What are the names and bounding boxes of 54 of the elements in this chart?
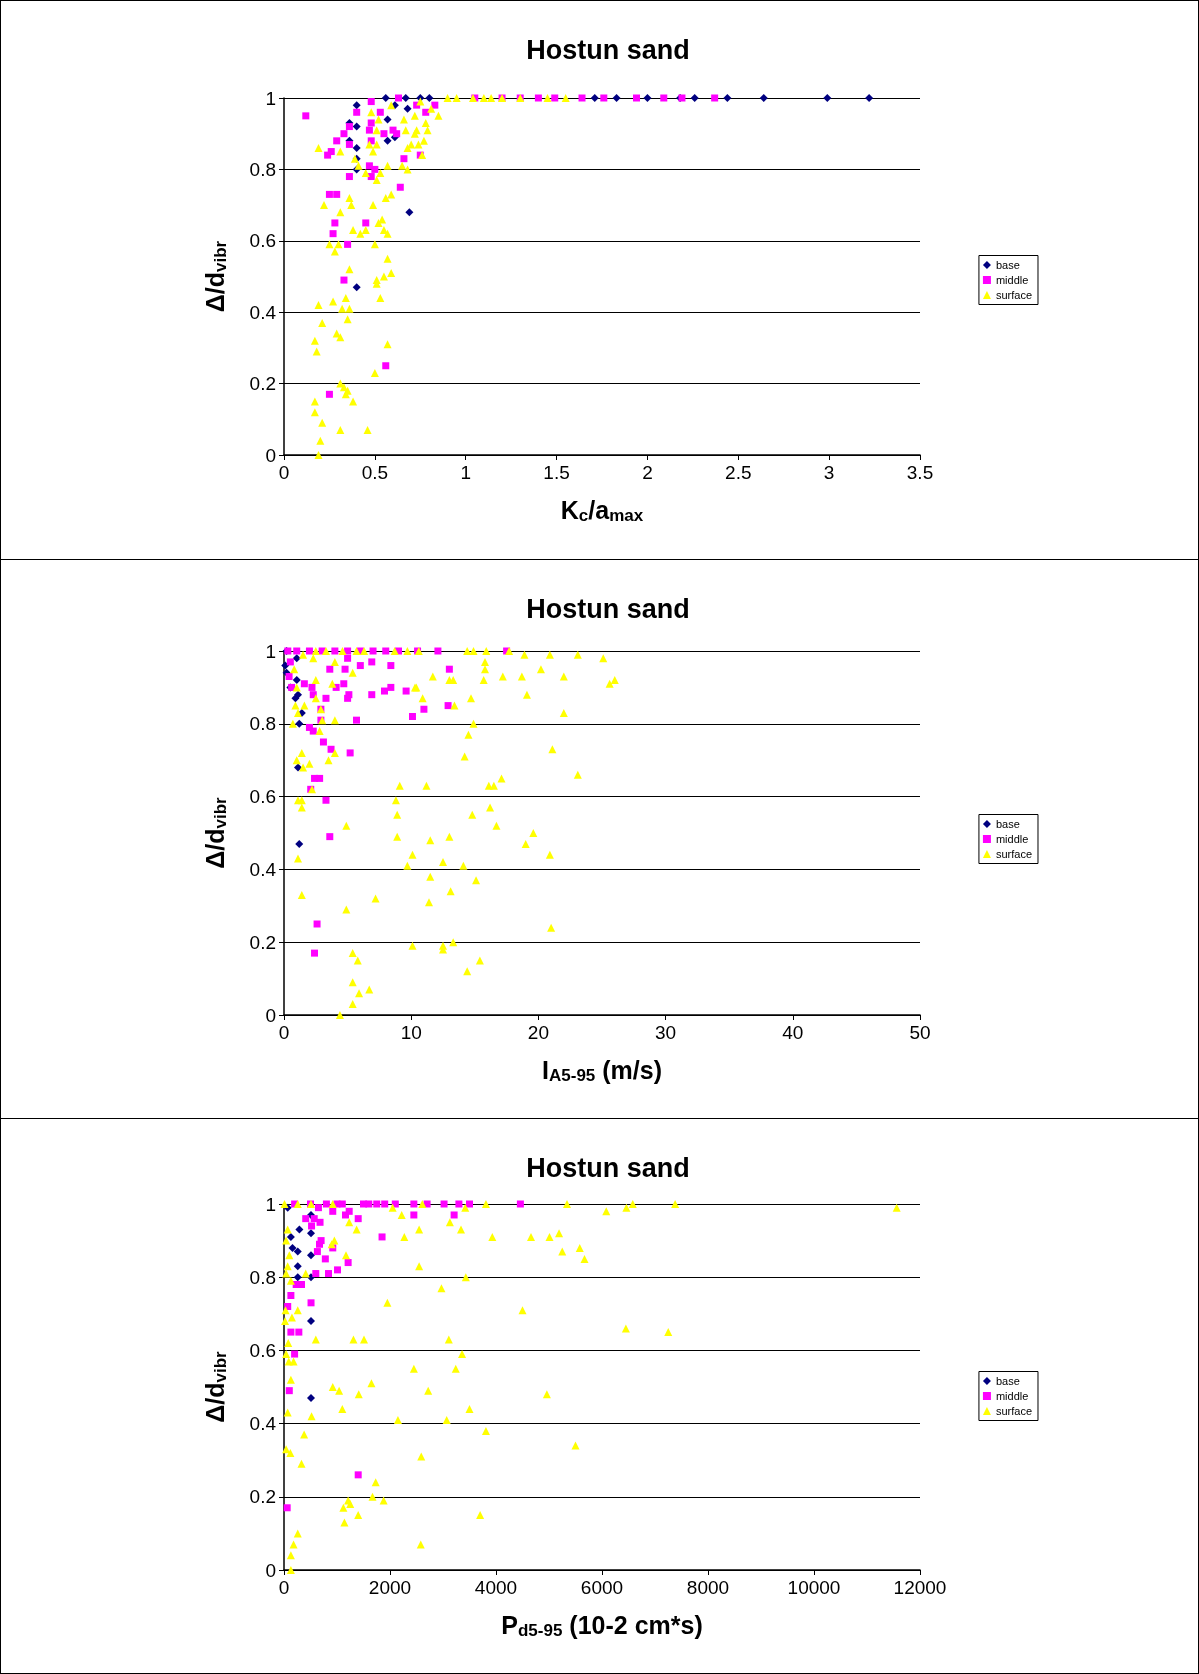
y-tick-label: 0.8 [249, 713, 276, 735]
y-tick-label: 0.2 [249, 373, 276, 395]
legend-label: middle [995, 1390, 1029, 1402]
x-tick-label: 12000 [893, 1577, 947, 1598]
y-tick-label: 1 [265, 640, 276, 662]
x-tick-label: 1 [460, 462, 471, 483]
legend-label: middle [995, 833, 1029, 845]
legend-label: surface [995, 289, 1033, 301]
y-tick-label: 0.6 [249, 230, 276, 252]
x-tick-label: 6000 [580, 1577, 624, 1598]
legend-label: base [995, 818, 1020, 830]
x-tick-label: 0 [278, 1022, 290, 1043]
x-tick-label: 10000 [787, 1577, 841, 1598]
legend-label: middle [995, 274, 1029, 286]
x-tick-label: 0 [278, 1577, 290, 1598]
x-tick-label: 10 [400, 1022, 422, 1043]
x-tick-label: 50 [909, 1022, 931, 1043]
chart-title: Hostun sand [526, 34, 690, 65]
y-tick-label: 0.8 [249, 1266, 276, 1288]
y-tick-label: 0 [265, 1559, 276, 1581]
y-tick-label: 0.4 [249, 858, 277, 880]
y-tick-label: 0 [265, 444, 276, 466]
x-tick-label: 2000 [368, 1577, 412, 1598]
x-tick-label: 1.5 [543, 462, 570, 483]
y-axis-title: Δ/dvibr [200, 1350, 230, 1423]
y-tick-label: 0.6 [249, 786, 276, 808]
y-tick-label: 1 [265, 87, 276, 109]
y-axis-title: Δ/dvibr [200, 796, 230, 869]
legend-label: base [995, 259, 1020, 271]
y-tick-label: 0.6 [249, 1339, 276, 1361]
legend-label: surface [995, 848, 1033, 860]
x-tick-label: 3.5 [906, 462, 934, 483]
x-tick-label: 4000 [474, 1577, 518, 1598]
legend-label: base [995, 1375, 1020, 1387]
y-tick-label: 0.2 [249, 1486, 276, 1508]
y-tick-label: 0.4 [249, 301, 277, 323]
chart-title: Hostun sand [526, 593, 690, 624]
x-tick-label: 30 [655, 1022, 677, 1043]
chart-title: Hostun sand [526, 1152, 690, 1183]
x-tick-label: 2.5 [725, 462, 752, 483]
x-tick-label: 8000 [686, 1577, 730, 1598]
y-tick-label: 0.4 [249, 1413, 277, 1435]
y-tick-label: 0 [265, 1004, 276, 1026]
y-tick-label: 1 [265, 1193, 276, 1215]
legend-label: surface [995, 1405, 1033, 1417]
x-tick-label: 3 [823, 462, 835, 483]
x-tick-label: 2 [642, 462, 653, 483]
y-tick-label: 0.8 [249, 158, 276, 180]
y-axis-title: Δ/dvibr [200, 240, 230, 313]
y-tick-label: 0.2 [249, 931, 276, 953]
x-tick-label: 40 [782, 1022, 804, 1043]
x-tick-label: 0 [278, 462, 290, 483]
x-tick-label: 20 [527, 1022, 549, 1043]
x-tick-label: 0.5 [361, 462, 389, 483]
